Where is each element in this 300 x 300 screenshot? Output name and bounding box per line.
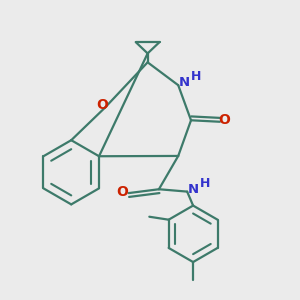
Text: N: N [188, 183, 199, 196]
Text: N: N [179, 76, 190, 89]
Text: H: H [200, 177, 210, 190]
Text: O: O [97, 98, 108, 112]
Text: O: O [117, 184, 129, 199]
Text: O: O [219, 113, 230, 127]
Text: H: H [191, 70, 201, 83]
